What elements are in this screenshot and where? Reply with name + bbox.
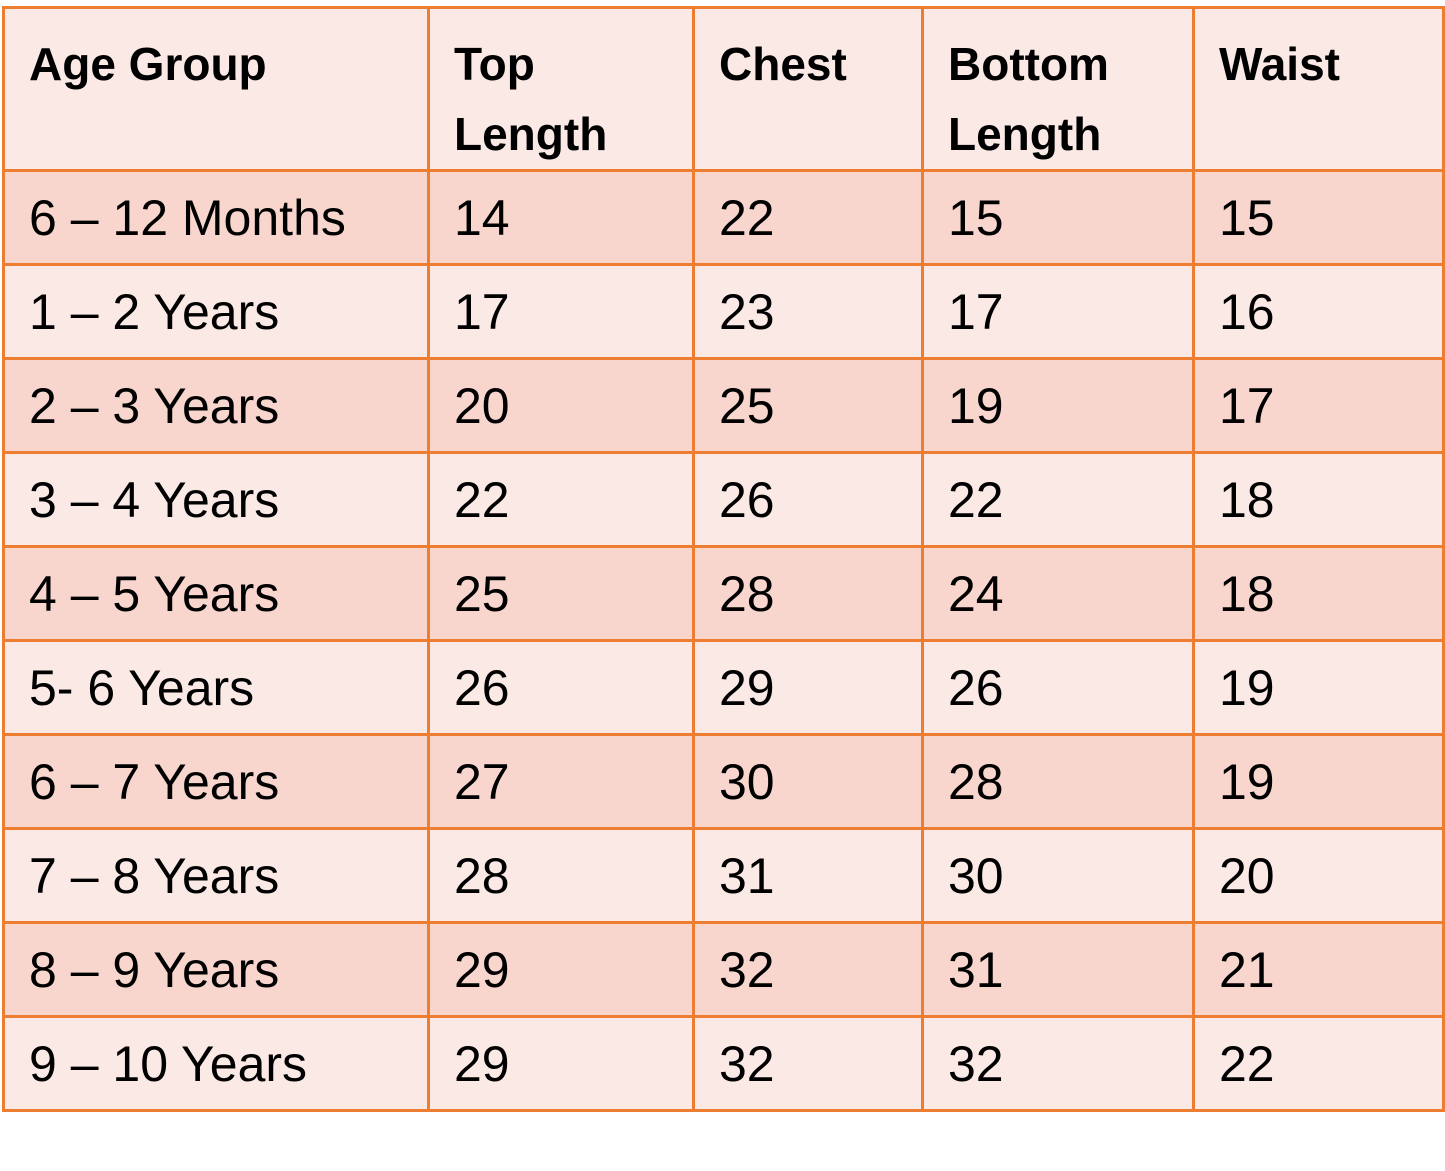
measurement-cell: 29 [427, 1015, 695, 1112]
header-text: Waist [1219, 38, 1340, 90]
measurement-cell: 15 [1192, 169, 1445, 266]
measurement-cell: 28 [921, 733, 1195, 830]
measurement-cell: 27 [427, 733, 695, 830]
measurement-cell: 14 [427, 169, 695, 266]
measurement-cell: 30 [921, 827, 1195, 924]
measurement-cell: 17 [921, 263, 1195, 360]
header-text: Chest [719, 38, 847, 90]
table-row: 5- 6 Years 26 29 26 19 [2, 639, 1445, 736]
table-row: 6 – 7 Years 27 30 28 19 [2, 733, 1445, 830]
measurement-cell: 19 [1192, 639, 1445, 736]
measurement-cell: 29 [692, 639, 924, 736]
measurement-cell: 19 [921, 357, 1195, 454]
measurement-cell: 18 [1192, 451, 1445, 548]
table-row: 2 – 3 Years 20 25 19 17 [2, 357, 1445, 454]
measurement-cell: 20 [1192, 827, 1445, 924]
table-row: 9 – 10 Years 29 32 32 22 [2, 1015, 1445, 1112]
age-group-cell: 9 – 10 Years [2, 1015, 430, 1112]
measurement-cell: 22 [1192, 1015, 1445, 1112]
header-text: Age Group [29, 38, 267, 90]
measurement-cell: 16 [1192, 263, 1445, 360]
measurement-cell: 31 [692, 827, 924, 924]
measurement-cell: 15 [921, 169, 1195, 266]
header-cell: Age Group [2, 6, 430, 172]
age-group-cell: 6 – 12 Months [2, 169, 430, 266]
measurement-cell: 19 [1192, 733, 1445, 830]
measurement-cell: 20 [427, 357, 695, 454]
measurement-cell: 21 [1192, 921, 1445, 1018]
measurement-cell: 18 [1192, 545, 1445, 642]
measurement-cell: 26 [692, 451, 924, 548]
table-row: 1 – 2 Years 17 23 17 16 [2, 263, 1445, 360]
measurement-cell: 24 [921, 545, 1195, 642]
age-group-cell: 3 – 4 Years [2, 451, 430, 548]
header-cell: Bottom Length [921, 6, 1195, 172]
age-group-cell: 5- 6 Years [2, 639, 430, 736]
table-row: 3 – 4 Years 22 26 22 18 [2, 451, 1445, 548]
measurement-cell: 22 [427, 451, 695, 548]
age-group-cell: 4 – 5 Years [2, 545, 430, 642]
header-text: Bottom Length [948, 38, 1109, 160]
measurement-cell: 23 [692, 263, 924, 360]
age-group-cell: 7 – 8 Years [2, 827, 430, 924]
header-row: Age Group Top Length Chest Bottom Length Wai… [2, 6, 1445, 172]
measurement-cell: 17 [427, 263, 695, 360]
age-group-cell: 8 – 9 Years [2, 921, 430, 1018]
table-row: 8 – 9 Years 29 32 31 21 [2, 921, 1445, 1018]
measurement-cell: 31 [921, 921, 1195, 1018]
table-row: 4 – 5 Years 25 28 24 18 [2, 545, 1445, 642]
measurement-cell: 32 [692, 921, 924, 1018]
measurement-cell: 17 [1192, 357, 1445, 454]
table-row: 7 – 8 Years 28 31 30 20 [2, 827, 1445, 924]
measurement-cell: 28 [692, 545, 924, 642]
measurement-cell: 28 [427, 827, 695, 924]
size-table: Age Group Top Length Chest Bottom Length Wai… [2, 6, 1445, 1112]
measurement-cell: 30 [692, 733, 924, 830]
header-cell: Top Length [427, 6, 695, 172]
measurement-cell: 29 [427, 921, 695, 1018]
measurement-cell: 22 [692, 169, 924, 266]
measurement-cell: 32 [921, 1015, 1195, 1112]
table-row: 6 – 12 Months 14 22 15 15 [2, 169, 1445, 266]
header-cell: Waist [1192, 6, 1445, 172]
table-body: 6 – 12 Months 14 22 15 15 1 – 2 Years 17 23 17 16… [2, 169, 1445, 1112]
age-group-cell: 1 – 2 Years [2, 263, 430, 360]
age-group-cell: 6 – 7 Years [2, 733, 430, 830]
header-text: Top Length [454, 38, 608, 160]
measurement-cell: 25 [427, 545, 695, 642]
measurement-cell: 25 [692, 357, 924, 454]
measurement-cell: 26 [921, 639, 1195, 736]
measurement-cell: 32 [692, 1015, 924, 1112]
header-cell: Chest [692, 6, 924, 172]
measurement-cell: 22 [921, 451, 1195, 548]
measurement-cell: 26 [427, 639, 695, 736]
age-group-cell: 2 – 3 Years [2, 357, 430, 454]
